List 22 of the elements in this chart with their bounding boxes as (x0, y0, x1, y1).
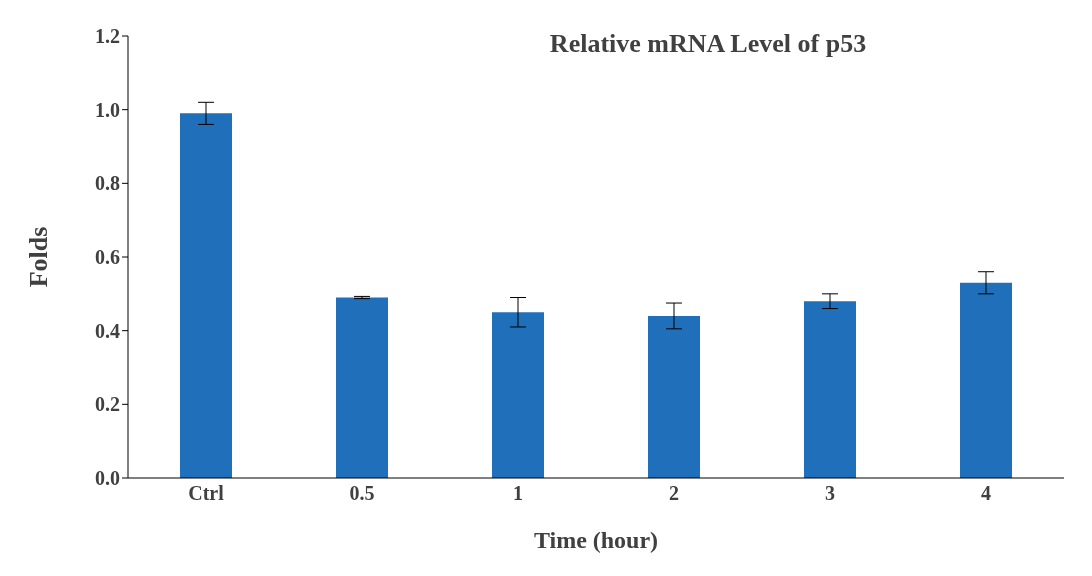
x-tick-label: 2 (669, 482, 679, 505)
x-tick-label: 1 (513, 482, 523, 505)
y-tick-label: 0.6 (95, 246, 120, 269)
y-tick-label: 0.2 (95, 393, 120, 416)
x-tick-label: 3 (825, 482, 835, 505)
y-axis-title: Folds (24, 226, 54, 288)
bar (180, 113, 232, 478)
bar (336, 297, 388, 478)
x-tick-label: 4 (981, 482, 991, 505)
y-tick-label: 0.4 (95, 319, 120, 342)
x-axis-title: Time (hour) (533, 527, 659, 553)
y-tick-label: 1.0 (95, 98, 120, 121)
y-tick-label: 0.0 (95, 467, 120, 490)
bar (648, 315, 700, 478)
bar (804, 301, 856, 478)
y-tick-label: 0.8 (95, 172, 120, 195)
y-tick-label: 1.2 (95, 25, 120, 48)
chart-title: Relative mRNA Level of p53 (549, 29, 867, 58)
x-tick-label: Ctrl (188, 482, 225, 505)
bar (492, 312, 544, 478)
bar (960, 282, 1012, 478)
x-tick-label: 0.5 (349, 482, 375, 505)
